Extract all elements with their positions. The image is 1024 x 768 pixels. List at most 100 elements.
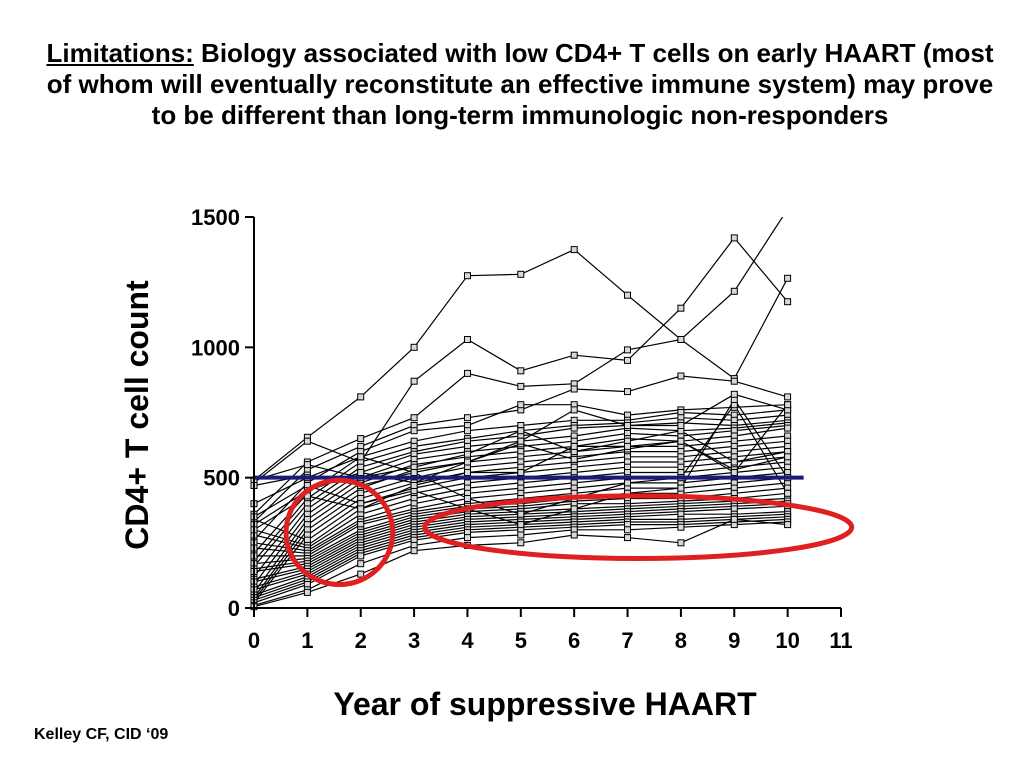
x-tick-label: 1 <box>301 628 313 653</box>
data-point <box>517 510 525 518</box>
data-point <box>303 437 311 445</box>
x-tick-label: 2 <box>355 628 367 653</box>
data-point <box>357 570 365 578</box>
data-point <box>357 453 365 461</box>
data-point <box>570 406 578 414</box>
data-point <box>303 461 311 469</box>
data-point <box>357 393 365 401</box>
data-point <box>410 414 418 422</box>
data-point <box>464 450 471 458</box>
x-tick-label: 11 <box>829 628 852 653</box>
y-tick-label: 1500 <box>191 205 240 230</box>
x-tick-label: 5 <box>515 628 527 653</box>
data-point <box>677 422 685 429</box>
data-point <box>464 369 471 377</box>
data-point <box>517 401 525 409</box>
data-point <box>570 351 578 359</box>
x-tick-label: 0 <box>248 628 260 653</box>
data-point <box>784 401 792 409</box>
highlight-ellipse-2 <box>422 493 855 561</box>
data-point <box>517 367 525 375</box>
data-point <box>624 356 631 364</box>
data-point <box>570 455 578 463</box>
data-point <box>784 424 792 432</box>
data-point <box>517 427 525 435</box>
x-tick-label: 7 <box>621 628 633 653</box>
data-point <box>624 534 631 542</box>
data-point <box>784 489 792 497</box>
data-point <box>517 539 525 547</box>
data-point <box>677 523 685 531</box>
data-point <box>730 390 738 398</box>
data-point <box>517 531 525 539</box>
data-point <box>677 539 685 547</box>
highlight-ellipse-1 <box>283 477 396 588</box>
data-point <box>624 526 631 534</box>
data-point <box>464 272 471 280</box>
data-point <box>677 372 685 380</box>
axis-layer: 0 1 2 3 4 5 6 7 8 9 10 11 0 500 1000 1500 <box>191 205 853 653</box>
data-point <box>624 388 631 396</box>
title-lead: Limitations: <box>46 38 194 68</box>
x-tick-label: 10 <box>775 628 799 653</box>
data-point <box>624 442 631 450</box>
data-point <box>730 377 738 385</box>
data-point <box>677 484 685 492</box>
y-tick-label: 0 <box>228 596 240 621</box>
y-axis-label: CD4+ T cell count <box>119 280 155 550</box>
data-point <box>730 469 738 476</box>
data-point <box>464 414 471 422</box>
data-point <box>624 291 631 299</box>
data-point <box>730 515 738 523</box>
x-tick-label: 3 <box>408 628 420 653</box>
data-point <box>570 385 578 393</box>
data-point <box>464 495 471 502</box>
data-point <box>357 469 365 476</box>
citation: Kelley CF, CID ‘09 <box>34 726 169 743</box>
data-point <box>357 435 365 443</box>
data-point <box>357 552 365 560</box>
data-point <box>784 453 792 461</box>
data-point <box>410 377 418 385</box>
data-point <box>784 298 792 306</box>
slide-title: Limitations: Biology associated with low… <box>40 38 1000 131</box>
data-point <box>730 458 738 466</box>
data-point <box>624 346 631 354</box>
data-point <box>410 343 418 351</box>
x-axis-label: Year of suppressive HAART <box>333 686 757 722</box>
data-point <box>785 206 791 212</box>
data-point <box>570 531 578 539</box>
data-point <box>570 424 578 432</box>
x-tick-label: 9 <box>728 628 740 653</box>
highlight-layer <box>283 477 855 588</box>
data-point <box>677 437 685 445</box>
title-rest: Biology associated with low CD4+ T cells… <box>46 38 994 130</box>
data-point <box>517 437 525 445</box>
data-point <box>357 505 365 513</box>
data-point <box>624 479 631 487</box>
y-tick-label: 500 <box>203 466 240 491</box>
data-point <box>464 469 471 476</box>
data-point <box>730 234 738 242</box>
data-point <box>410 469 418 476</box>
data-point <box>784 393 792 401</box>
data-point <box>570 505 578 513</box>
data-point <box>677 304 685 312</box>
x-tick-label: 4 <box>461 628 474 653</box>
data-point <box>570 442 578 450</box>
x-tick-label: 8 <box>675 628 687 653</box>
data-point <box>570 246 578 254</box>
data-point <box>410 547 418 555</box>
data-point <box>784 521 792 529</box>
data-point <box>730 287 738 295</box>
y-tick-label: 1000 <box>191 335 240 360</box>
data-point <box>677 336 685 343</box>
data-point <box>464 458 471 466</box>
data-point <box>517 469 525 476</box>
data-point <box>784 274 792 282</box>
data-point <box>464 534 471 542</box>
data-point <box>464 336 471 343</box>
data-point <box>410 482 418 489</box>
data-point <box>464 427 471 435</box>
